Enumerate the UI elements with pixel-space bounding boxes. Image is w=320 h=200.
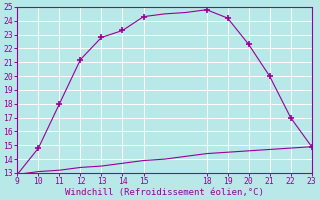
X-axis label: Windchill (Refroidissement éolien,°C): Windchill (Refroidissement éolien,°C) <box>65 188 264 197</box>
